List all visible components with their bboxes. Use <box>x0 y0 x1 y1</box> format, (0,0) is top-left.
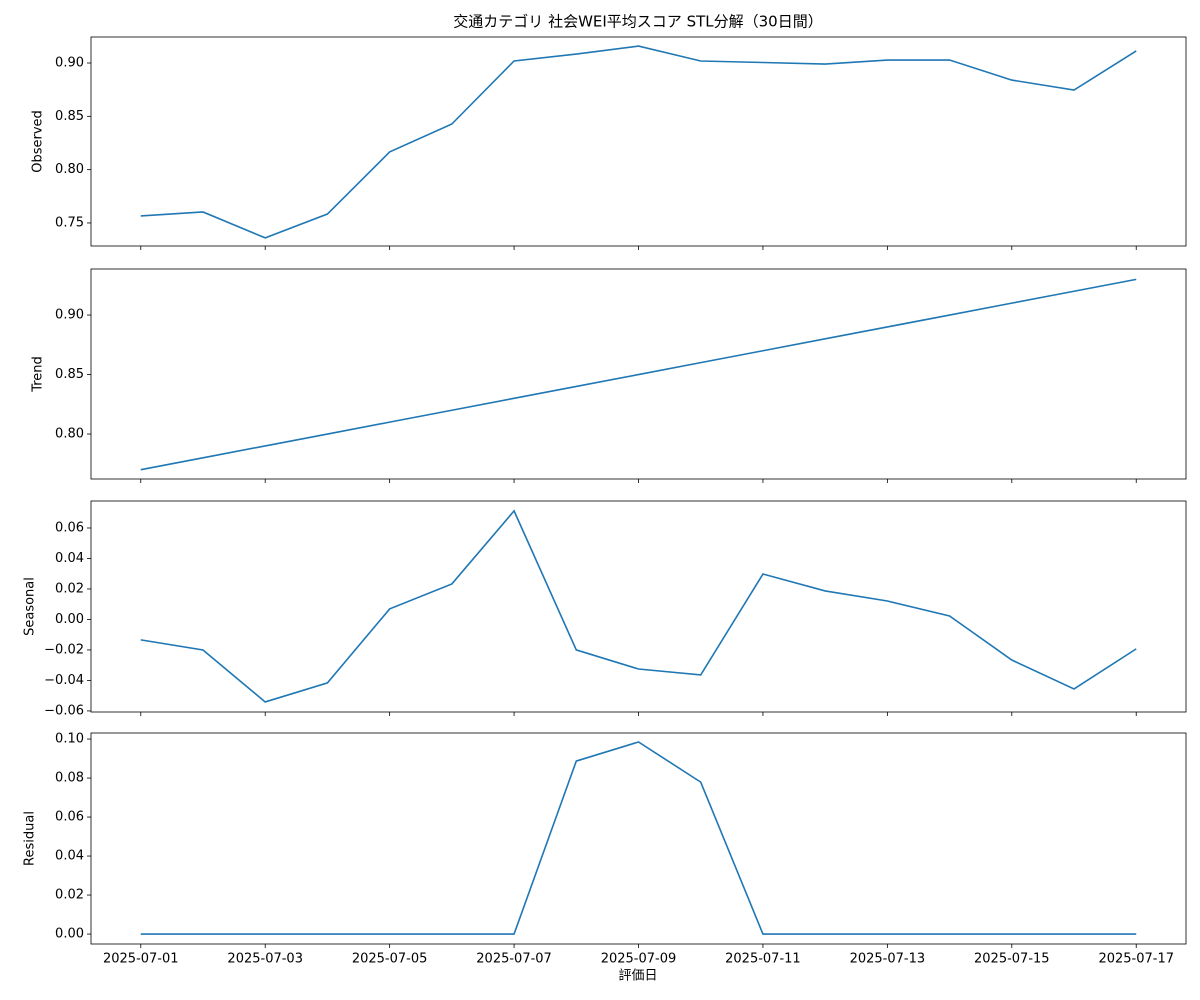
x-tick-label: 2025-07-01 <box>103 952 179 967</box>
plot-frame <box>90 500 1187 713</box>
x-tick-label: 2025-07-13 <box>850 952 926 967</box>
data-line <box>140 741 1137 935</box>
y-tick-label: 0.90 <box>55 308 84 323</box>
y-tick-label: 0.10 <box>55 732 84 747</box>
x-tick-label: 2025-07-09 <box>601 952 677 967</box>
y-tick-label: −0.04 <box>44 673 84 688</box>
x-tick-label: 2025-07-17 <box>1098 952 1174 967</box>
y-tick-label: 0.02 <box>55 888 84 903</box>
chart-title: 交通カテゴリ 社会WEI平均スコア STL分解（30日間） <box>453 13 822 31</box>
y-tick-label: 0.02 <box>55 581 84 596</box>
x-tick-label: 2025-07-07 <box>476 952 552 967</box>
x-axis-label: 評価日 <box>618 969 657 984</box>
y-tick-label: −0.06 <box>44 703 84 718</box>
plot-frame <box>90 36 1187 247</box>
y-tick-label: 0.00 <box>55 927 84 942</box>
y-tick-label: 0.90 <box>55 56 84 71</box>
y-tick-label: 0.75 <box>55 215 84 230</box>
y-tick-label: 0.04 <box>55 849 84 864</box>
y-axis-label: Trend <box>31 356 46 393</box>
x-tick-label: 2025-07-15 <box>974 952 1050 967</box>
y-tick-label: 0.85 <box>55 367 84 382</box>
y-axis-label: Seasonal <box>23 577 38 636</box>
y-tick-label: 0.00 <box>55 612 84 627</box>
plot-frame <box>90 732 1187 945</box>
y-tick-label: 0.06 <box>55 520 84 535</box>
y-tick-label: 0.80 <box>55 427 84 442</box>
y-tick-label: 0.06 <box>55 810 84 825</box>
y-axis-label: Observed <box>31 110 46 173</box>
y-tick-label: 0.80 <box>55 162 84 177</box>
x-tick-label: 2025-07-03 <box>227 952 303 967</box>
x-tick-label: 2025-07-05 <box>352 952 428 967</box>
data-line <box>140 278 1137 471</box>
y-tick-label: −0.02 <box>44 642 84 657</box>
data-line <box>140 509 1137 703</box>
plot-frame <box>90 268 1187 480</box>
y-axis-label: Residual <box>23 811 38 866</box>
data-line <box>140 45 1137 239</box>
x-tick-label: 2025-07-11 <box>725 952 801 967</box>
y-tick-label: 0.08 <box>55 771 84 786</box>
y-tick-label: 0.04 <box>55 551 84 566</box>
y-tick-label: 0.85 <box>55 109 84 124</box>
